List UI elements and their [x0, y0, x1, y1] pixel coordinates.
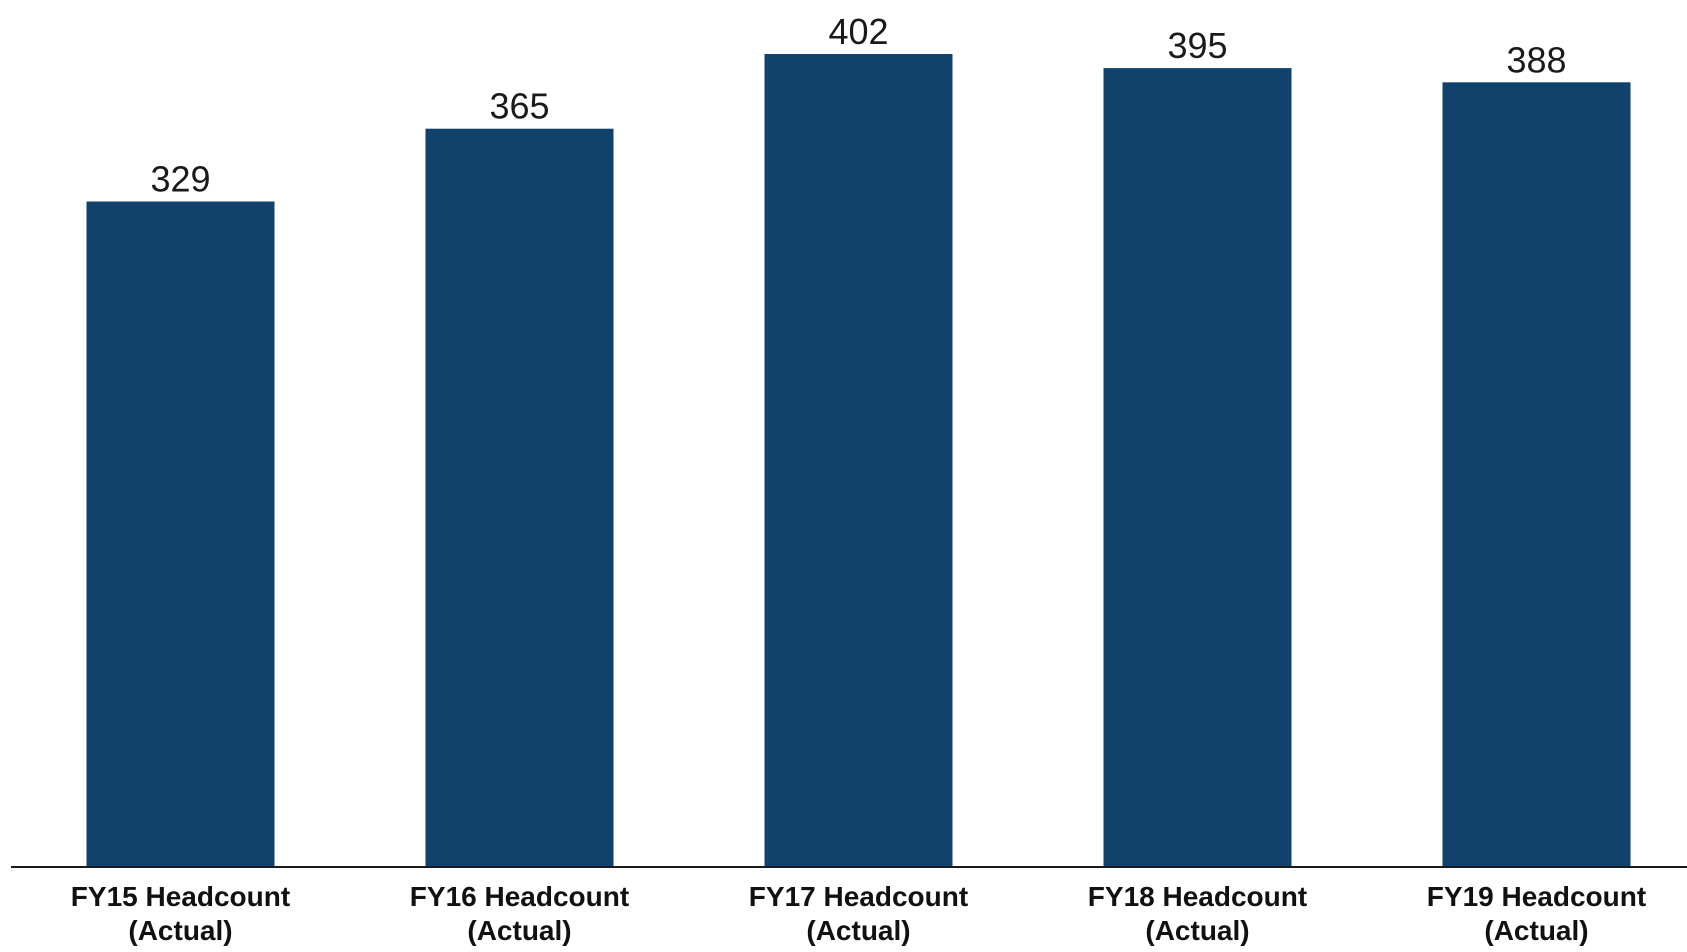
category-labels-layer: FY15 Headcount(Actual)FY16 Headcount(Act… [71, 881, 1646, 946]
data-label-1: 365 [489, 86, 549, 127]
value-labels-layer: 329 365 402 395 388 [150, 11, 1566, 200]
x-tick-label-0-line-0: FY15 Headcount [71, 881, 290, 912]
data-label-4: 388 [1506, 39, 1566, 80]
bar-4 [1442, 82, 1631, 867]
bar-0 [86, 201, 275, 866]
bar-1 [425, 128, 614, 866]
x-tick-label-1-line-0: FY16 Headcount [410, 881, 629, 912]
x-tick-label-2-line-1: (Actual) [806, 915, 910, 946]
x-tick-label-4-line-0: FY19 Headcount [1427, 881, 1646, 912]
bar-3 [1103, 68, 1292, 867]
data-label-2: 402 [828, 11, 888, 52]
x-tick-label-1-line-1: (Actual) [467, 915, 571, 946]
bars-layer [86, 54, 1631, 867]
x-tick-label-4-line-1: (Actual) [1484, 915, 1588, 946]
x-tick-label-0-line-1: (Actual) [128, 915, 232, 946]
x-tick-label-3-line-1: (Actual) [1145, 915, 1249, 946]
data-label-0: 329 [150, 159, 210, 200]
bar-2 [764, 54, 953, 866]
x-tick-label-2-line-0: FY17 Headcount [749, 881, 968, 912]
data-label-3: 395 [1167, 25, 1227, 66]
x-tick-label-3-line-0: FY18 Headcount [1088, 881, 1307, 912]
